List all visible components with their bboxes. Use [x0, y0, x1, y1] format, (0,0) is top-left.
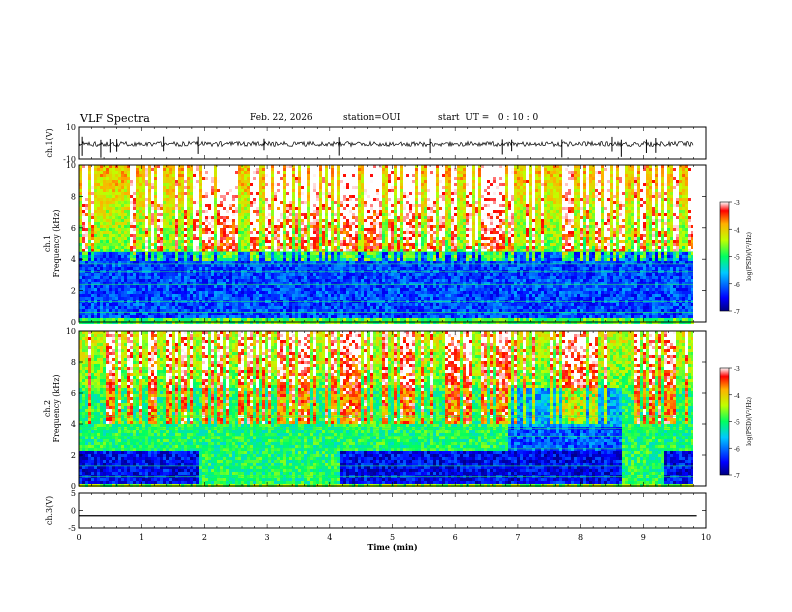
ch1-colorbar-label: log(PSD)(V²/Hz): [746, 232, 753, 281]
x-tick-label: 7: [515, 533, 520, 542]
ch1-freq-axis-label: Frequency (kHz): [52, 209, 61, 277]
ch1-colorbar-tick-label: -3: [734, 200, 740, 207]
x-axis-label: Time (min): [367, 542, 417, 552]
ch1-v-tick-label: 10: [66, 123, 76, 132]
x-tick-label: 2: [202, 533, 207, 542]
date-label: Feb. 22, 2026: [250, 113, 313, 123]
ch2-freq-tick-label: 2: [71, 451, 76, 460]
ch2-colorbar-tick-label: -7: [734, 473, 740, 480]
ch3-v-tick-label: 5: [71, 489, 76, 498]
ch3-v-tick-label: 0: [71, 507, 76, 516]
ch2-freq-tick-label: 0: [71, 482, 76, 491]
ch2-spectrogram-cells: [79, 331, 706, 487]
ch1-freq-tick-label: 2: [71, 287, 76, 296]
x-tick-label: 9: [641, 533, 646, 542]
ch1-freq-axis-label-channel: ch.1: [43, 235, 52, 252]
ch1-colorbar-tick-label: -7: [734, 309, 740, 316]
ch1-freq-tick-label: 10: [66, 161, 76, 170]
ch1-colorbar: [719, 201, 730, 312]
ch1-freq-tick-label: 0: [71, 318, 76, 327]
ch1-freq-tick-label: 4: [71, 255, 76, 264]
ch2-colorbar-tick-label: -5: [734, 420, 740, 427]
ch2-colorbar-tick-label: -6: [734, 446, 740, 453]
x-tick-label: 10: [701, 533, 711, 542]
ch2-freq-axis-label: Frequency (kHz): [52, 374, 61, 442]
ch2-colorbar-label: log(PSD)(V²/Hz): [746, 397, 753, 446]
start-time-label: start UT = 0 : 10 : 0: [438, 113, 538, 123]
x-tick-label: 3: [265, 533, 270, 542]
ch1-colorbar-tick-label: -4: [734, 227, 740, 234]
ch2-freq-tick-label: 4: [71, 420, 76, 429]
x-tick-label: 4: [327, 533, 332, 542]
ch3-v-axis-label: ch.3(V): [45, 496, 54, 525]
ch1-freq-tick-label: 6: [71, 224, 76, 233]
ch1-v-tick-label: -10: [63, 155, 76, 164]
ch3-v-tick-label: -5: [68, 524, 76, 533]
ch2-colorbar: [719, 367, 730, 476]
ch2-colorbar-tick-label: -3: [734, 366, 740, 373]
x-tick-label: 0: [76, 533, 81, 542]
chart-title: VLF Spectra: [80, 112, 150, 125]
x-tick-label: 1: [139, 533, 144, 542]
ch1-spectrogram-cells: [79, 165, 706, 324]
ch2-colorbar-tick-label: -4: [734, 393, 740, 400]
ch1-freq-tick-label: 8: [71, 192, 76, 201]
ch2-freq-tick-label: 8: [71, 358, 76, 367]
x-tick-label: 6: [453, 533, 458, 542]
ch3-waveform-frame: [78, 492, 707, 529]
ch1-colorbar-tick-label: -6: [734, 282, 740, 289]
x-tick-label: 8: [578, 533, 583, 542]
ch1-v-axis-label: ch.1(V): [45, 128, 54, 157]
ch2-freq-axis-label-channel: ch.2: [43, 400, 52, 417]
ch1-colorbar-tick-label: -5: [734, 255, 740, 262]
ch2-freq-tick-label: 10: [66, 327, 76, 336]
ch1-waveform-trace: [78, 136, 694, 158]
station-label: station=OUI: [343, 113, 400, 123]
x-tick-label: 5: [390, 533, 395, 542]
ch2-freq-tick-label: 6: [71, 389, 76, 398]
